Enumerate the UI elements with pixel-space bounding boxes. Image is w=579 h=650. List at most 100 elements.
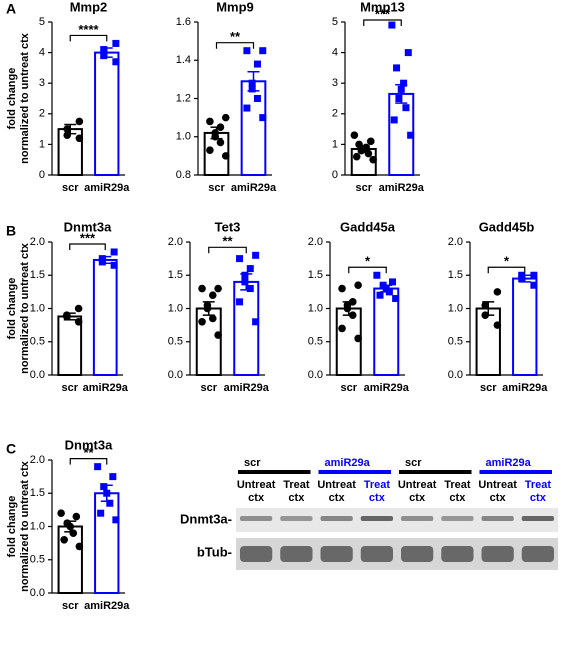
- data-point: [106, 499, 114, 507]
- data-point: [75, 117, 84, 126]
- y-tick-label: 0.5: [448, 336, 463, 348]
- data-point: [481, 301, 490, 309]
- data-point: [493, 321, 502, 329]
- y-axis-label: normalized to untreat ctx: [19, 242, 31, 374]
- data-point: [100, 46, 108, 54]
- panel-label: B: [6, 223, 16, 239]
- y-tick-label: 1.2: [176, 92, 191, 104]
- blot-group-label: scr: [405, 457, 422, 469]
- x-tick-label: scr: [200, 382, 217, 394]
- y-tick-label: 1.0: [30, 520, 45, 532]
- significance-label: **: [222, 234, 233, 249]
- x-tick-label: amiR29a: [224, 382, 270, 394]
- y-tick-label: 1.5: [168, 269, 183, 281]
- data-point: [253, 95, 261, 102]
- data-point: [100, 483, 108, 491]
- blot-group-label: amiR29a: [486, 457, 532, 469]
- data-point: [236, 298, 244, 306]
- lane-label: Treat: [364, 479, 391, 491]
- data-point: [481, 311, 490, 319]
- lane-label: Untreat: [237, 479, 276, 491]
- data-point: [216, 138, 225, 147]
- blot-group-label: scr: [244, 457, 261, 469]
- data-point: [352, 152, 361, 161]
- lane-label: Untreat: [317, 479, 356, 491]
- lane-label: Treat: [444, 479, 471, 491]
- data-point: [100, 52, 108, 60]
- data-point: [110, 261, 118, 269]
- data-point: [364, 149, 373, 158]
- y-tick-label: 0.0: [448, 369, 463, 381]
- significance-label: *: [365, 254, 371, 269]
- significance-bracket: [363, 19, 402, 26]
- data-point: [259, 47, 267, 55]
- data-point: [348, 298, 357, 306]
- x-tick-label: amiR29a: [84, 182, 130, 194]
- y-tick-label: 2.0: [308, 236, 323, 248]
- data-point: [397, 85, 405, 93]
- data-point: [246, 285, 254, 293]
- data-point: [259, 114, 267, 122]
- x-tick-label: scr: [62, 600, 79, 612]
- x-tick-label: amiR29a: [502, 382, 548, 394]
- data-point: [75, 134, 84, 143]
- significance-label: **: [230, 29, 241, 44]
- data-point: [348, 311, 357, 319]
- significance-bracket: [348, 266, 387, 274]
- significance-label: **: [83, 445, 94, 460]
- data-point: [206, 146, 214, 154]
- x-tick-label: scr: [340, 382, 357, 394]
- y-tick-label: 1.0: [448, 302, 463, 314]
- data-point: [109, 473, 117, 481]
- data-point: [362, 143, 370, 152]
- bar: [240, 80, 267, 176]
- data-point: [407, 131, 415, 139]
- band: [481, 516, 514, 521]
- band: [280, 516, 313, 521]
- lane-label: Untreat: [478, 479, 517, 491]
- bar: [94, 492, 120, 594]
- band: [240, 546, 273, 562]
- data-point: [402, 104, 410, 112]
- data-point: [253, 60, 261, 68]
- y-tick-label: 2.0: [448, 236, 463, 248]
- band: [401, 516, 434, 521]
- bar: [57, 525, 83, 594]
- significance-bracket: [69, 458, 108, 465]
- data-point: [75, 542, 84, 551]
- y-tick-label: 3: [39, 77, 45, 89]
- y-tick-label: 0.5: [30, 336, 45, 348]
- data-point: [530, 271, 538, 279]
- y-tick-label: 0.0: [30, 587, 45, 599]
- data-point: [63, 125, 72, 133]
- data-point: [350, 131, 359, 140]
- y-tick-label: 0: [332, 169, 338, 181]
- bar: [512, 277, 538, 377]
- band: [441, 516, 474, 521]
- chart-title: Gadd45b: [479, 219, 535, 234]
- data-point: [72, 512, 81, 521]
- data-point: [248, 85, 256, 93]
- data-point: [243, 104, 251, 112]
- y-tick-label: 4: [332, 47, 338, 59]
- y-axis-label: fold change: [6, 68, 18, 130]
- lane-label: Untreat: [398, 479, 437, 491]
- data-point: [74, 304, 83, 313]
- y-tick-label: 5: [39, 16, 45, 28]
- x-tick-label: amiR29a: [379, 182, 425, 194]
- y-tick-label: 2.0: [168, 236, 183, 248]
- data-point: [63, 131, 72, 140]
- significance-label: *: [504, 254, 510, 269]
- lane-label: Treat: [283, 479, 310, 491]
- data-point: [74, 318, 83, 326]
- significance-label: ****: [78, 22, 99, 37]
- data-point: [530, 281, 538, 289]
- y-tick-label: 1.5: [30, 269, 45, 281]
- significance-bracket: [487, 266, 526, 274]
- band: [401, 546, 434, 562]
- x-tick-label: amiR29a: [364, 382, 410, 394]
- blot-group-bar: [318, 470, 391, 474]
- x-tick-label: scr: [480, 382, 497, 394]
- data-point: [103, 489, 111, 497]
- data-point: [63, 519, 72, 527]
